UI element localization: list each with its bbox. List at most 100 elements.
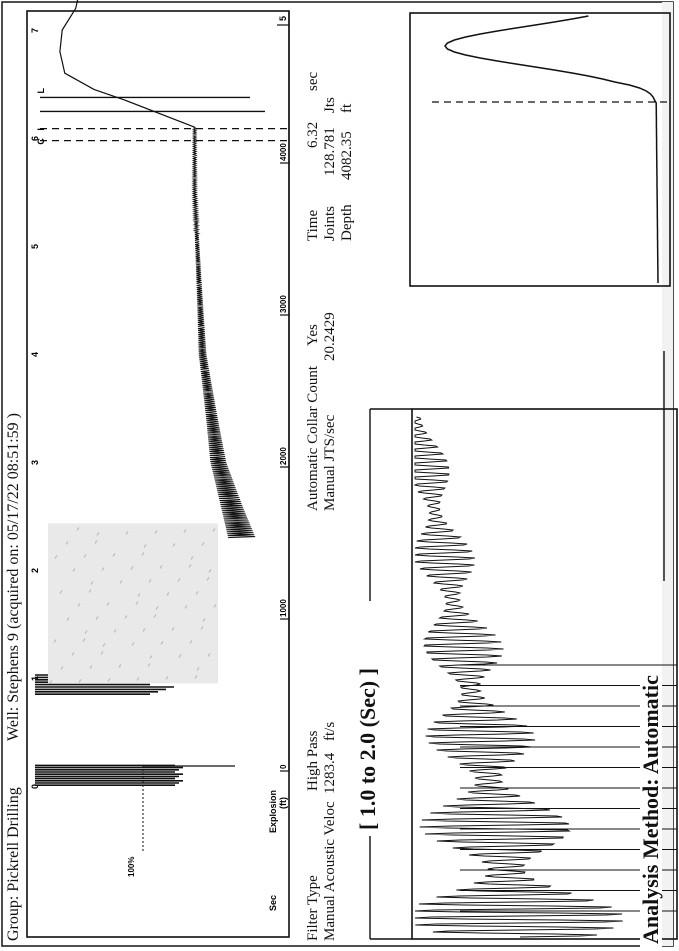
noise-speck xyxy=(165,676,169,680)
amplitude-scale-label: 100% xyxy=(127,857,136,877)
liquid-level-response xyxy=(59,0,195,128)
sec-tick-label: 4 xyxy=(30,352,40,357)
noise-speck xyxy=(101,567,105,571)
noise-speck xyxy=(131,642,135,646)
noise-speck xyxy=(148,579,152,583)
noise-speck xyxy=(184,605,188,609)
noise-speck xyxy=(183,529,187,533)
noise-speck xyxy=(60,666,64,670)
marker-label: I xyxy=(36,128,46,131)
noise-speck xyxy=(141,552,145,556)
noise-speck xyxy=(125,531,129,535)
sec-tick-label: 2 xyxy=(30,568,40,573)
noise-speck xyxy=(102,643,106,647)
depth-tick-label: 3000 xyxy=(279,295,288,313)
sec-tick-label: 7 xyxy=(30,28,40,33)
liquid-level-curve xyxy=(444,15,659,283)
noise-speck xyxy=(95,616,99,620)
sec-axis-label: Sec xyxy=(268,895,278,911)
noise-speck xyxy=(195,591,199,595)
units-label: (ft) xyxy=(278,797,288,809)
depth-tick-label: 4000 xyxy=(279,143,288,161)
noise-speck xyxy=(49,680,53,684)
noise-speck xyxy=(188,564,192,568)
noise-speck xyxy=(202,618,206,622)
noise-patch xyxy=(48,523,218,684)
noise-speck xyxy=(155,606,159,610)
noise-speck xyxy=(196,667,200,671)
noise-speck xyxy=(100,651,104,655)
noise-speck xyxy=(149,655,153,659)
noise-speck xyxy=(208,569,212,573)
noise-speck xyxy=(76,527,80,531)
noise-speck xyxy=(136,677,140,681)
noise-speck xyxy=(171,627,175,631)
noise-speck xyxy=(59,590,63,594)
noise-speck xyxy=(212,528,216,532)
zoom-plot-border xyxy=(409,12,671,287)
noise-speck xyxy=(118,664,122,668)
noise-speck xyxy=(89,665,93,669)
noise-speck xyxy=(177,578,181,582)
noise-speck xyxy=(94,540,98,544)
noise-speck xyxy=(106,602,110,606)
noise-speck xyxy=(54,555,58,559)
marker-label: C xyxy=(36,138,46,145)
noise-speck xyxy=(135,601,139,605)
noise-speck xyxy=(194,675,198,679)
depth-tick-label: 1000 xyxy=(279,599,288,617)
sec-tick-label: 3 xyxy=(30,460,40,465)
noise-speck xyxy=(82,638,86,642)
range-trace xyxy=(413,416,623,938)
noise-speck xyxy=(78,679,82,683)
noise-speck xyxy=(88,589,92,593)
sec-tick-label: 5 xyxy=(30,244,40,249)
noise-speck xyxy=(124,615,128,619)
noise-speck xyxy=(154,530,158,534)
noise-speck xyxy=(84,630,88,634)
noise-speck xyxy=(153,614,157,618)
noise-speck xyxy=(147,663,151,667)
noise-speck xyxy=(160,641,164,645)
noise-speck xyxy=(143,544,147,548)
noise-speck xyxy=(201,542,205,546)
noise-speck xyxy=(53,639,57,643)
noise-speck xyxy=(65,541,69,545)
noise-speck xyxy=(71,652,75,656)
depth-tick-label: 0 xyxy=(279,764,288,769)
noise-speck xyxy=(207,653,211,657)
noise-speck xyxy=(166,592,170,596)
noise-speck xyxy=(112,553,116,557)
noise-speck xyxy=(72,568,76,572)
noise-speck xyxy=(137,593,141,597)
depth-end-label: 5 xyxy=(278,16,288,21)
noise-speck xyxy=(159,565,163,569)
sec-tick-label: 1 xyxy=(30,676,40,681)
marker-label: L xyxy=(36,87,46,93)
explosion-label: Explosion xyxy=(268,790,278,833)
range-plot-border xyxy=(411,408,678,940)
acoustic-trace xyxy=(191,126,256,539)
noise-speck xyxy=(178,654,182,658)
sec-tick-label: 0 xyxy=(30,784,40,789)
noise-speck xyxy=(189,640,193,644)
noise-speck xyxy=(200,626,204,630)
noise-speck xyxy=(190,556,194,560)
noise-speck xyxy=(107,678,111,682)
noise-speck xyxy=(83,554,87,558)
noise-speck xyxy=(130,566,134,570)
noise-speck xyxy=(90,581,94,585)
sec-tick-label: 6 xyxy=(30,136,40,141)
noise-speck xyxy=(142,628,146,632)
noise-speck xyxy=(206,577,210,581)
depth-tick-label: 2000 xyxy=(279,447,288,465)
noise-speck xyxy=(119,580,123,584)
noise-speck xyxy=(77,603,81,607)
noise-speck xyxy=(113,629,117,633)
